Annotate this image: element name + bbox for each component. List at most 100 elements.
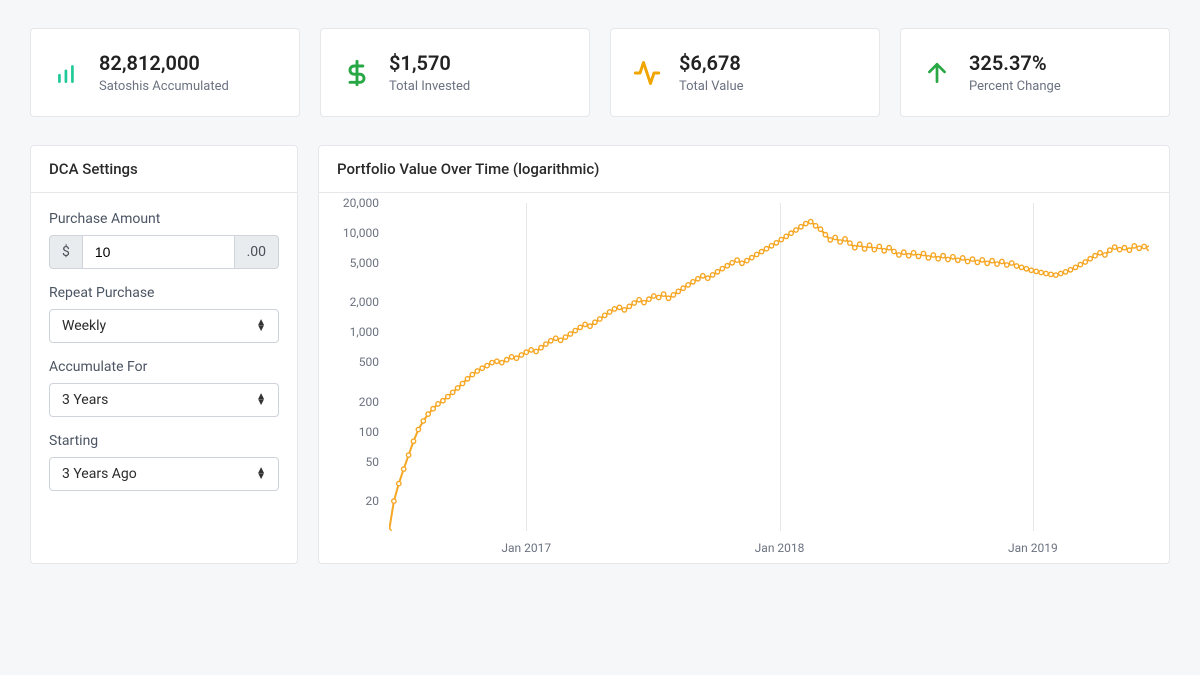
y-axis-tick: 200 [319, 395, 379, 409]
chart-marker [480, 366, 484, 370]
chart-marker [583, 322, 587, 326]
chart-marker [416, 427, 420, 431]
repeat-label: Repeat Purchase [49, 285, 279, 301]
chart-marker [975, 260, 979, 264]
chart-marker [818, 227, 822, 231]
stat-card-3: 325.37%Percent Change [900, 28, 1170, 117]
chart-marker [1059, 271, 1063, 275]
stat-value: $1,570 [389, 51, 470, 75]
chart-marker [701, 274, 705, 278]
chart-marker [745, 258, 749, 262]
chart-marker [671, 293, 675, 297]
chart-marker [858, 242, 862, 246]
chart-marker [495, 359, 499, 363]
chart-marker [514, 356, 518, 360]
chart-marker [524, 350, 528, 354]
chart-marker [936, 257, 940, 261]
chart-marker [1029, 268, 1033, 272]
chart-marker [862, 247, 866, 251]
chart-marker [911, 251, 915, 255]
chart-marker [470, 372, 474, 376]
chart-marker [500, 360, 504, 364]
chart-marker [995, 262, 999, 266]
chart-svg [389, 203, 1149, 531]
arrow-up-icon [923, 59, 951, 87]
chart-marker [1044, 271, 1048, 275]
chart-marker [921, 251, 925, 255]
chart-marker [1010, 261, 1014, 265]
chart-marker [892, 249, 896, 253]
chart-marker [990, 259, 994, 263]
chart-marker [554, 336, 558, 340]
chart-marker [897, 253, 901, 257]
chart-marker [1034, 269, 1038, 273]
chart-marker [725, 264, 729, 268]
chart-marker [784, 234, 788, 238]
chart-marker [696, 277, 700, 281]
chart-marker [431, 407, 435, 411]
chart-marker [740, 261, 744, 265]
chart-marker [389, 529, 391, 531]
chart-marker [598, 317, 602, 321]
chart-marker [882, 249, 886, 253]
chart-marker [750, 255, 754, 259]
x-axis-tick: Jan 2018 [755, 541, 805, 555]
chart-marker [985, 261, 989, 265]
chart-marker [804, 221, 808, 225]
chart-marker [946, 257, 950, 261]
chart-marker [397, 481, 401, 485]
starting-label: Starting [49, 433, 279, 449]
chart-marker [843, 237, 847, 241]
chart-marker [632, 301, 636, 305]
chart-marker [907, 254, 911, 258]
chart-area: 20501002005001,0002,0005,00010,00020,000… [319, 193, 1169, 563]
starting-value: 3 Years Ago [62, 466, 137, 482]
chart-marker [676, 289, 680, 293]
chart-marker [872, 247, 876, 251]
y-axis-tick: 1,000 [319, 325, 379, 339]
accumulate-label: Accumulate For [49, 359, 279, 375]
chart-marker [965, 259, 969, 263]
y-axis-tick: 10,000 [319, 226, 379, 240]
x-axis-tick: Jan 2017 [501, 541, 551, 555]
chart-marker [1054, 273, 1058, 277]
chart-marker [877, 244, 881, 248]
chart-marker [809, 219, 813, 223]
chart-marker [980, 258, 984, 262]
purchase-amount-label: Purchase Amount [49, 211, 279, 227]
settings-title: DCA Settings [31, 146, 297, 193]
chart-marker [706, 276, 710, 280]
chart-marker [446, 394, 450, 398]
purchase-amount-input[interactable] [82, 235, 235, 269]
chart-marker [505, 358, 509, 362]
chart-marker [813, 224, 817, 228]
chart-marker [1014, 264, 1018, 268]
y-axis-tick: 5,000 [319, 256, 379, 270]
chart-marker [1073, 265, 1077, 269]
chart-marker [563, 335, 567, 339]
chart-marker [779, 237, 783, 241]
chart-marker [627, 304, 631, 308]
chart-marker [941, 254, 945, 258]
select-arrows-icon: ▲▼ [256, 394, 266, 406]
chart-marker [1147, 246, 1149, 250]
y-axis-tick: 500 [319, 355, 379, 369]
chart-title: Portfolio Value Over Time (logarithmic) [319, 146, 1169, 193]
chart-marker [411, 439, 415, 443]
purchase-amount-input-group: $ .00 [49, 235, 279, 269]
chart-marker [490, 360, 494, 364]
starting-select[interactable]: 3 Years Ago ▲▼ [49, 457, 279, 491]
chart-marker [426, 412, 430, 416]
chart-marker [1000, 259, 1004, 263]
accumulate-select[interactable]: 3 Years ▲▼ [49, 383, 279, 417]
chart-marker [612, 307, 616, 311]
stat-label: Total Invested [389, 79, 470, 94]
chart-marker [603, 313, 607, 317]
chart-marker [764, 247, 768, 251]
repeat-select[interactable]: Weekly ▲▼ [49, 309, 279, 343]
chart-marker [686, 283, 690, 287]
chart-marker [681, 286, 685, 290]
chart-marker [661, 292, 665, 296]
y-axis-tick: 20,000 [319, 196, 379, 210]
currency-prefix: $ [49, 235, 82, 269]
